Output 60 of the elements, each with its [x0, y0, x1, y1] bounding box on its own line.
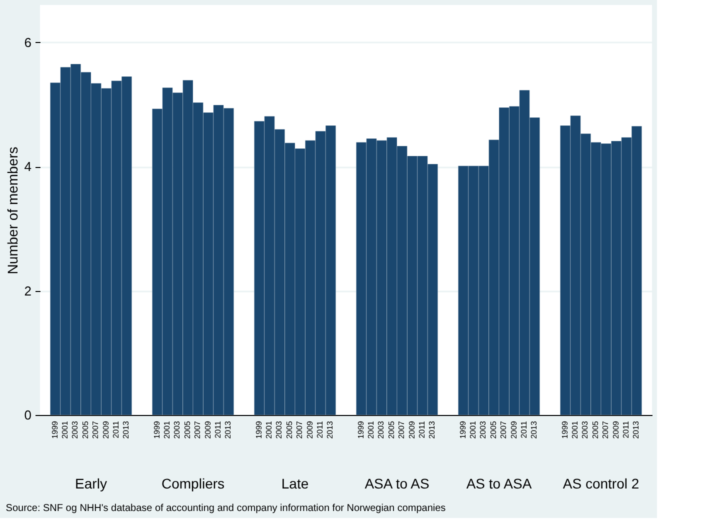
text: 2007 — [601, 421, 610, 439]
text: 2007 — [91, 420, 100, 439]
text: 1999 — [254, 421, 264, 439]
text: 2009 — [509, 421, 518, 439]
x-tick-label: Early — [75, 476, 107, 492]
text: 2011 — [622, 421, 630, 438]
x-tick-label: Compliers — [161, 476, 225, 492]
text: 2005 — [590, 421, 600, 439]
text: 2009 — [407, 421, 416, 439]
y-tick-label: 0 — [24, 408, 32, 422]
x-tick-label: ASA to AS — [364, 476, 430, 492]
text: 2003 — [580, 421, 590, 439]
text: 2007 — [397, 421, 406, 439]
text: 2001 — [366, 421, 376, 439]
text: 1999 — [560, 421, 570, 439]
text: 2011 — [520, 421, 528, 438]
y-axis-title: Number of members — [4, 146, 20, 274]
text: 2007 — [499, 421, 508, 439]
text: 2009 — [203, 421, 212, 439]
text: 2009 — [305, 421, 314, 439]
text: 2005 — [182, 421, 192, 439]
text: 2007 — [193, 421, 202, 439]
source-note: Source: SNF og NHH's database of accounting and company information for Norwegian companies — [6, 503, 446, 514]
text: 2001 — [264, 421, 274, 439]
text: 2005 — [386, 421, 396, 439]
text: 1999 — [152, 421, 162, 439]
text: 1999 — [356, 421, 366, 439]
text: 2013 — [530, 421, 539, 439]
y-tick-label: 2 — [24, 283, 32, 298]
x-tick-label: AS control 2 — [562, 476, 640, 492]
text: 1999 — [458, 421, 468, 439]
text: 2001 — [570, 421, 580, 439]
text: 2003 — [376, 421, 386, 439]
text: 2009 — [611, 421, 620, 439]
text: 2009 — [101, 420, 110, 439]
text: 2001 — [60, 420, 70, 439]
text: 2003 — [172, 421, 182, 439]
text: 2011 — [112, 420, 120, 438]
text: 2011 — [214, 421, 222, 438]
text: 2001 — [468, 421, 478, 439]
x-tick-label: AS to ASA — [466, 476, 532, 492]
text: 2007 — [295, 421, 304, 439]
text: 2003 — [70, 420, 80, 439]
text: 2011 — [418, 421, 426, 438]
text: 1999 — [50, 420, 60, 439]
text: 2005 — [488, 421, 498, 439]
text: 2011 — [316, 421, 324, 438]
y-tick-label: 6 — [24, 34, 32, 50]
text: 2001 — [162, 421, 172, 439]
text: 2005 — [284, 421, 294, 439]
y-tick-label: 4 — [24, 159, 32, 174]
text: 2013 — [326, 421, 335, 439]
text: 2005 — [80, 420, 90, 439]
text: 2013 — [122, 420, 131, 439]
text: 2013 — [632, 421, 641, 439]
text: 2013 — [224, 421, 233, 439]
text: 2003 — [478, 421, 488, 439]
text: 2013 — [428, 421, 437, 439]
x-tick-label: Late — [281, 476, 309, 492]
text: 2003 — [274, 421, 284, 439]
